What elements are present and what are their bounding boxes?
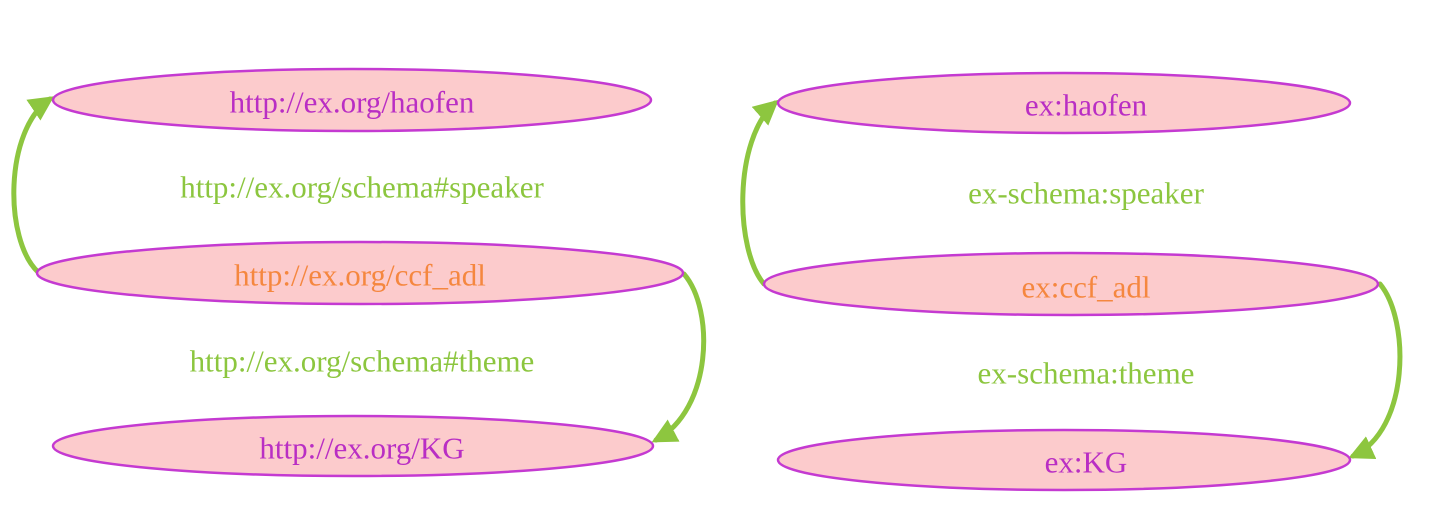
right-node-kg: ex:KG: [776, 428, 1352, 492]
left-node-haofen: http://ex.org/haofen: [51, 67, 653, 133]
left-edge-theme-label: http://ex.org/schema#theme: [190, 344, 535, 379]
left-node-kg: http://ex.org/KG: [51, 414, 655, 478]
right-graph: ex:haofen ex:ccf_adl ex:KG ex-schema:spe…: [740, 71, 1403, 492]
right-edge-theme-label: ex-schema:theme: [978, 356, 1195, 391]
right-node-haofen-label: ex:haofen: [1025, 88, 1148, 123]
left-node-ccf-adl: http://ex.org/ccf_adl: [35, 240, 685, 306]
left-edge-speaker-label: http://ex.org/schema#speaker: [180, 170, 544, 205]
left-edge-speaker-arrow: [11, 96, 55, 275]
right-node-ccf-adl-label: ex:ccf_adl: [1021, 270, 1150, 305]
right-node-ccf-adl: ex:ccf_adl: [762, 251, 1380, 317]
right-node-ccf-adl-shape: [762, 251, 1380, 317]
right-node-haofen-shape: [776, 71, 1352, 135]
right-edge-speaker-label: ex-schema:speaker: [968, 176, 1204, 211]
right-node-kg-shape: [776, 428, 1352, 492]
right-node-kg-label: ex:KG: [1045, 445, 1128, 480]
left-node-haofen-shape: [51, 67, 653, 133]
left-node-haofen-label: http://ex.org/haofen: [230, 85, 475, 120]
left-edge-theme-arrow: [651, 271, 707, 443]
right-edge-theme-arrow: [1348, 281, 1403, 460]
left-node-kg-shape: [51, 414, 655, 478]
right-node-haofen: ex:haofen: [776, 71, 1352, 135]
left-node-ccf-adl-label: http://ex.org/ccf_adl: [234, 258, 486, 293]
right-edge-speaker-arrow: [740, 99, 779, 287]
left-node-kg-label: http://ex.org/KG: [259, 431, 464, 466]
left-node-ccf-adl-shape: [35, 240, 685, 306]
left-graph: http://ex.org/haofen http://ex.org/ccf_a…: [11, 67, 707, 478]
